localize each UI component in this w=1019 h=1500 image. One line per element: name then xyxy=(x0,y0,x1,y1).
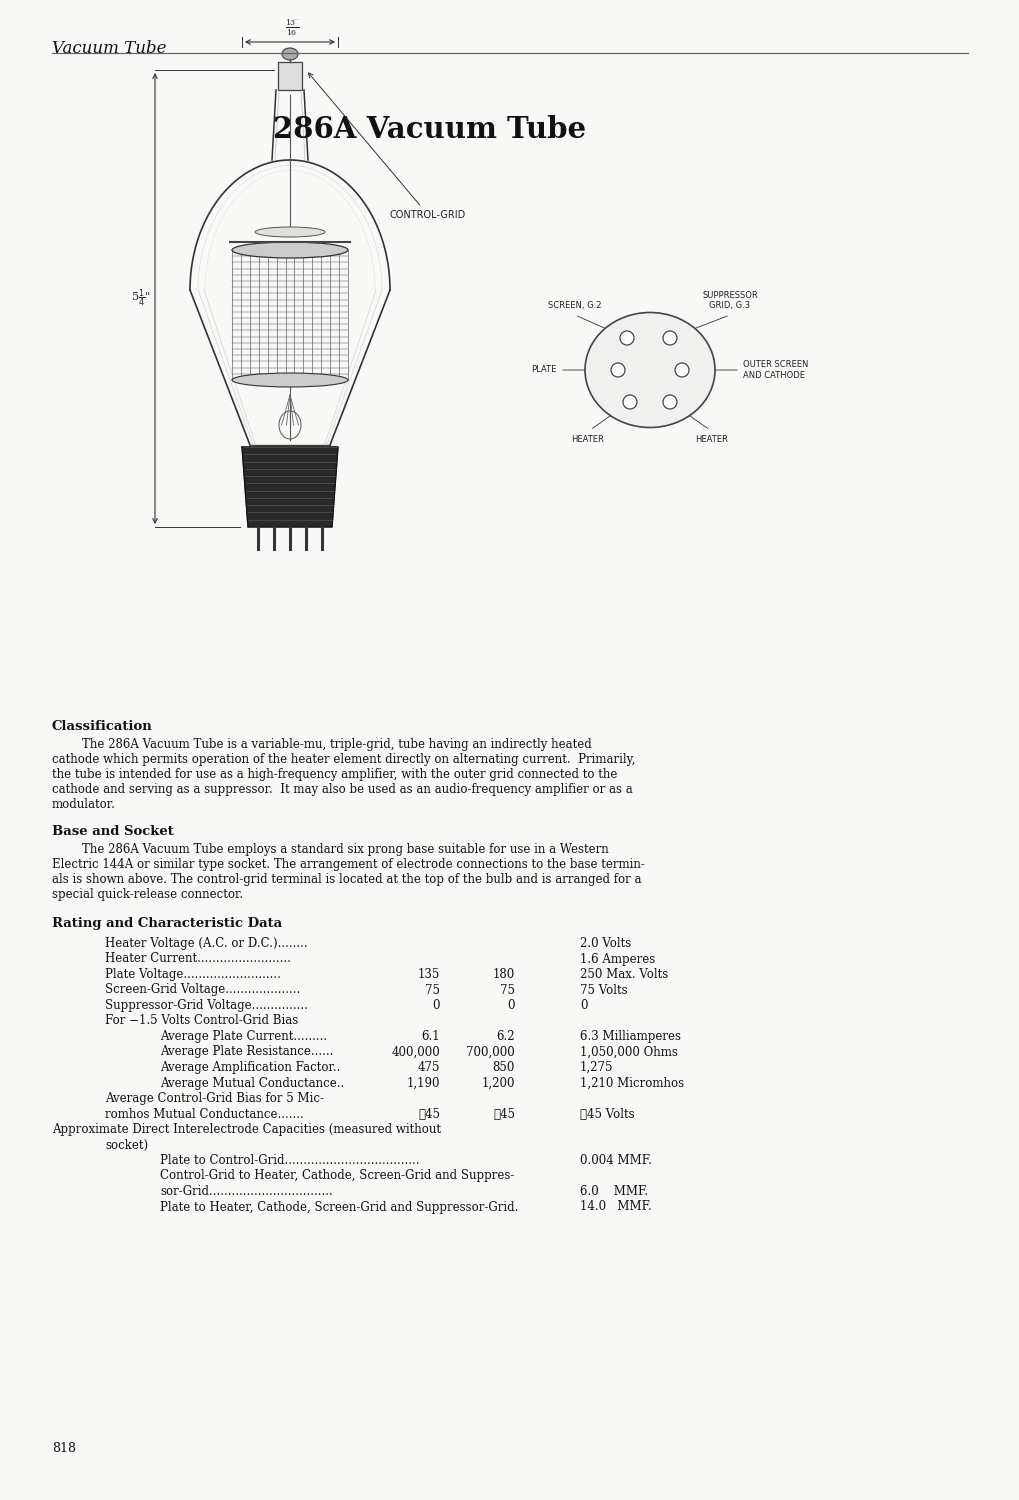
Circle shape xyxy=(620,332,634,345)
Text: 1,210 Micromhos: 1,210 Micromhos xyxy=(580,1077,684,1089)
Polygon shape xyxy=(242,447,337,526)
Text: 6.2: 6.2 xyxy=(496,1030,515,1042)
Text: The 286A Vacuum Tube is a variable-mu, triple-grid, tube having an indirectly he: The 286A Vacuum Tube is a variable-mu, t… xyxy=(52,738,591,752)
Text: 850: 850 xyxy=(492,1060,515,1074)
Text: modulator.: modulator. xyxy=(52,798,116,812)
Ellipse shape xyxy=(231,374,347,387)
Text: 400,000: 400,000 xyxy=(391,1046,439,1059)
Text: 1.6 Amperes: 1.6 Amperes xyxy=(580,952,654,966)
Text: 0.004 MMF.: 0.004 MMF. xyxy=(580,1154,651,1167)
Text: cathode and serving as a suppressor.  It may also be used as an audio-frequency : cathode and serving as a suppressor. It … xyxy=(52,783,632,796)
Text: Vacuum Tube: Vacuum Tube xyxy=(52,40,166,57)
Text: For −1.5 Volts Control-Grid Bias: For −1.5 Volts Control-Grid Bias xyxy=(105,1014,298,1028)
Text: 6.1: 6.1 xyxy=(421,1030,439,1042)
Text: SCREEN, G.2: SCREEN, G.2 xyxy=(548,302,601,310)
Text: Average Plate Resistance......: Average Plate Resistance...... xyxy=(160,1046,333,1059)
Text: romhos Mutual Conductance.......: romhos Mutual Conductance....... xyxy=(105,1107,304,1120)
Text: 818: 818 xyxy=(52,1442,76,1455)
FancyBboxPatch shape xyxy=(278,62,302,90)
Ellipse shape xyxy=(255,226,325,237)
Text: Heater Voltage (A.C. or D.C.)........: Heater Voltage (A.C. or D.C.)........ xyxy=(105,938,308,950)
Text: 475: 475 xyxy=(417,1060,439,1074)
Text: 2.0 Volts: 2.0 Volts xyxy=(580,938,631,950)
Text: Base and Socket: Base and Socket xyxy=(52,825,173,839)
Text: 1,275: 1,275 xyxy=(580,1060,612,1074)
Text: Rating and Characteristic Data: Rating and Characteristic Data xyxy=(52,916,282,930)
Text: The 286A Vacuum Tube employs a standard six prong base suitable for use in a Wes: The 286A Vacuum Tube employs a standard … xyxy=(52,843,608,856)
Ellipse shape xyxy=(281,48,298,60)
Text: cathode which permits operation of the heater element directly on alternating cu: cathode which permits operation of the h… xyxy=(52,753,635,766)
Text: Control-Grid to Heater, Cathode, Screen-Grid and Suppres-: Control-Grid to Heater, Cathode, Screen-… xyxy=(160,1170,514,1182)
Text: the tube is intended for use as a high-frequency amplifier, with the outer grid : the tube is intended for use as a high-f… xyxy=(52,768,616,782)
Text: Suppressor-Grid Voltage...............: Suppressor-Grid Voltage............... xyxy=(105,999,308,1012)
Text: $\mathregular{\frac{13^{\prime\prime}}{16}}$: $\mathregular{\frac{13^{\prime\prime}}{1… xyxy=(284,18,299,38)
Circle shape xyxy=(662,394,677,410)
Text: 6.0    MMF.: 6.0 MMF. xyxy=(580,1185,647,1198)
Text: 0: 0 xyxy=(580,999,587,1012)
Text: Average Amplification Factor..: Average Amplification Factor.. xyxy=(160,1060,340,1074)
Text: 250 Max. Volts: 250 Max. Volts xyxy=(580,968,667,981)
Text: 5$\frac{1}{4}$": 5$\frac{1}{4}$" xyxy=(131,288,151,309)
Text: HEATER: HEATER xyxy=(695,435,728,444)
Text: 6.3 Milliamperes: 6.3 Milliamperes xyxy=(580,1030,681,1042)
Text: als is shown above. The control-grid terminal is located at the top of the bulb : als is shown above. The control-grid ter… xyxy=(52,873,641,886)
Text: SUPPRESSOR
GRID, G.3: SUPPRESSOR GRID, G.3 xyxy=(701,291,757,310)
Text: ≅45: ≅45 xyxy=(418,1107,439,1120)
Text: Approximate Direct Interelectrode Capacities (measured without: Approximate Direct Interelectrode Capaci… xyxy=(52,1124,440,1136)
Text: HEATER: HEATER xyxy=(571,435,604,444)
Circle shape xyxy=(675,363,688,376)
Text: 0: 0 xyxy=(432,999,439,1012)
Text: Plate Voltage..........................: Plate Voltage.......................... xyxy=(105,968,280,981)
Text: 1,050,000 Ohms: 1,050,000 Ohms xyxy=(580,1046,678,1059)
Text: Plate to Heater, Cathode, Screen-Grid and Suppressor-Grid.: Plate to Heater, Cathode, Screen-Grid an… xyxy=(160,1200,518,1214)
Text: CONTROL-GRID: CONTROL-GRID xyxy=(308,74,466,220)
Text: sor-Grid.................................: sor-Grid................................… xyxy=(160,1185,332,1198)
Ellipse shape xyxy=(585,312,714,428)
Text: special quick-release connector.: special quick-release connector. xyxy=(52,888,243,902)
Circle shape xyxy=(610,363,625,376)
Text: 1,200: 1,200 xyxy=(481,1077,515,1089)
Text: 700,000: 700,000 xyxy=(466,1046,515,1059)
Text: Screen-Grid Voltage....................: Screen-Grid Voltage.................... xyxy=(105,984,300,996)
Text: 0: 0 xyxy=(507,999,515,1012)
Text: 286A Vacuum Tube: 286A Vacuum Tube xyxy=(273,116,586,144)
Text: Average Control-Grid Bias for 5 Mic-: Average Control-Grid Bias for 5 Mic- xyxy=(105,1092,324,1106)
Text: 135: 135 xyxy=(417,968,439,981)
Text: OUTER SCREEN
AND CATHODE: OUTER SCREEN AND CATHODE xyxy=(742,360,808,380)
Text: Classification: Classification xyxy=(52,720,153,734)
Ellipse shape xyxy=(231,242,347,258)
Text: Plate to Control-Grid....................................: Plate to Control-Grid...................… xyxy=(160,1154,419,1167)
Text: Electric 144A or similar type socket. The arrangement of electrode connections t: Electric 144A or similar type socket. Th… xyxy=(52,858,644,871)
Text: 75 Volts: 75 Volts xyxy=(580,984,627,996)
Text: ≅45 Volts: ≅45 Volts xyxy=(580,1107,634,1120)
Text: 1,190: 1,190 xyxy=(407,1077,439,1089)
Text: 180: 180 xyxy=(492,968,515,981)
Text: Average Plate Current.........: Average Plate Current......... xyxy=(160,1030,327,1042)
Text: ≅45: ≅45 xyxy=(492,1107,515,1120)
Text: Heater Current.........................: Heater Current......................... xyxy=(105,952,290,966)
Circle shape xyxy=(623,394,637,410)
Text: Average Mutual Conductance..: Average Mutual Conductance.. xyxy=(160,1077,344,1089)
Text: socket): socket) xyxy=(105,1138,148,1152)
Text: 75: 75 xyxy=(499,984,515,996)
Circle shape xyxy=(662,332,677,345)
Text: PLATE: PLATE xyxy=(531,366,556,375)
Text: 14.0   MMF.: 14.0 MMF. xyxy=(580,1200,651,1214)
Text: 75: 75 xyxy=(425,984,439,996)
